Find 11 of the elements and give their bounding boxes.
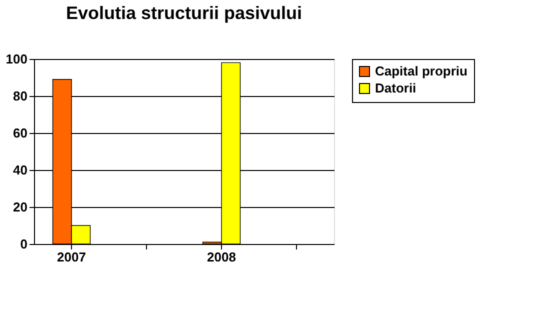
y-tick-label: 0 <box>20 236 28 252</box>
x-tick-label: 2007 <box>57 250 86 264</box>
y-tick-label: 40 <box>13 162 28 178</box>
y-tick-label: 20 <box>13 200 28 214</box>
chart-title: Evolutia structurii pasivului <box>66 3 302 23</box>
y-tick-label: 80 <box>13 88 28 104</box>
legend-label: Datorii <box>375 80 416 96</box>
y-tick-label: 60 <box>13 126 28 140</box>
legend-label: Capital propriu <box>375 64 468 78</box>
x-tick-label: 2008 <box>207 250 236 264</box>
y-tick-label: 100 <box>6 52 28 66</box>
